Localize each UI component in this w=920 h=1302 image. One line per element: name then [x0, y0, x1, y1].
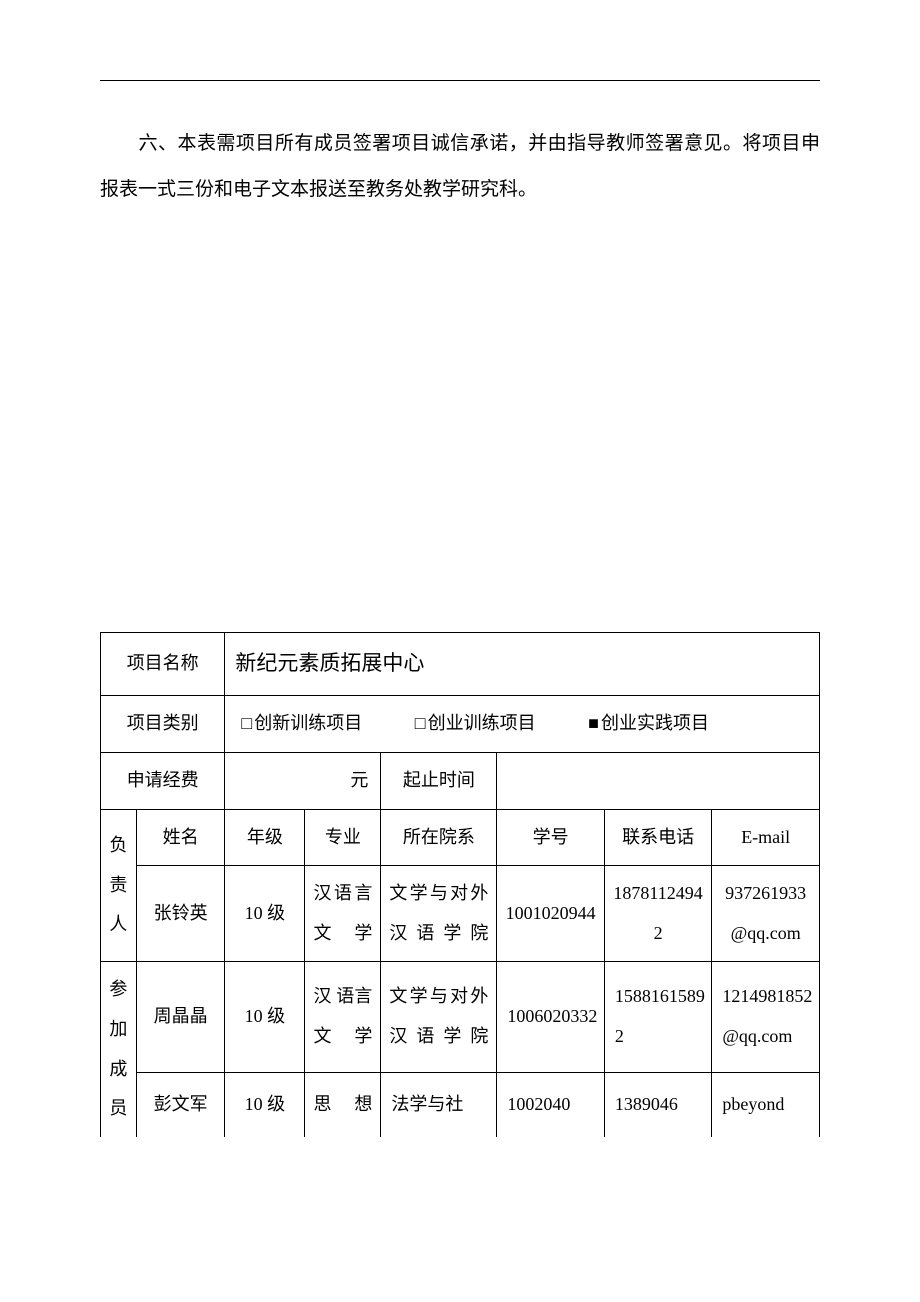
header-sid: 学号 — [497, 809, 605, 866]
header-phone: 联系电话 — [604, 809, 712, 866]
label-project-name: 项目名称 — [101, 633, 225, 696]
category-option-3: 创业实践项目 — [588, 704, 709, 744]
member-sid: 1002040 — [497, 1072, 605, 1136]
leader-sid: 1001020944 — [497, 866, 605, 962]
member-phone: 15881615892 — [604, 962, 712, 1072]
table-row: 参加成员 周晶晶 10 级 汉 语言 文学 文学与对外汉语学院 10060203… — [101, 962, 820, 1072]
member-email: pbeyond — [712, 1072, 820, 1136]
header-dept: 所在院系 — [381, 809, 497, 866]
category-option-2: 创业训练项目 — [415, 704, 536, 744]
header-name: 姓名 — [136, 809, 225, 866]
paragraph-text: 六、本表需项目所有成员签署项目诚信承诺，并由指导教师签署意见。将项目申报表一式三… — [100, 133, 820, 200]
value-period — [497, 752, 820, 809]
member-sid: 1006020332 — [497, 962, 605, 1072]
header-grade: 年级 — [225, 809, 305, 866]
category-option-1: 创新训练项目 — [241, 704, 362, 744]
member-name: 彭文军 — [136, 1072, 225, 1136]
leader-grade: 10 级 — [225, 866, 305, 962]
leader-phone: 18781124942 — [604, 866, 712, 962]
leader-major: 汉语言文学 — [305, 866, 381, 962]
application-table: 项目名称 新纪元素质拓展中心 项目类别 创新训练项目 创业训练项目 创业实践项目… — [100, 632, 820, 1137]
member-grade: 10 级 — [225, 962, 305, 1072]
leader-dept: 文学与对外汉语学院 — [381, 866, 497, 962]
member-phone: 1389046 — [604, 1072, 712, 1136]
horizontal-rule — [100, 80, 820, 81]
table-row: 张铃英 10 级 汉语言文学 文学与对外汉语学院 1001020944 1878… — [101, 866, 820, 962]
group-members: 参加成员 — [101, 962, 137, 1137]
category-options: 创新训练项目 创业训练项目 创业实践项目 — [225, 696, 820, 753]
member-name: 周晶晶 — [136, 962, 225, 1072]
leader-email: 937261933@qq.com — [712, 866, 820, 962]
member-grade: 10 级 — [225, 1072, 305, 1136]
member-major: 汉 语言 文学 — [305, 962, 381, 1072]
member-dept: 法学与社 — [381, 1072, 497, 1136]
header-email: E-mail — [712, 809, 820, 866]
value-fund: 元 — [225, 752, 381, 809]
member-major: 思 想 — [305, 1072, 381, 1136]
value-project-name: 新纪元素质拓展中心 — [225, 633, 820, 696]
paragraph-six: 六、本表需项目所有成员签署项目诚信承诺，并由指导教师签署意见。将项目申报表一式三… — [100, 121, 820, 212]
member-dept: 文学与对外汉语学院 — [381, 962, 497, 1072]
label-project-category: 项目类别 — [101, 696, 225, 753]
leader-name: 张铃英 — [136, 866, 225, 962]
label-apply-fund: 申请经费 — [101, 752, 225, 809]
member-email: 1214981852@qq.com — [712, 962, 820, 1072]
label-period: 起止时间 — [381, 752, 497, 809]
group-leader: 负责人 — [101, 809, 137, 962]
table-row: 彭文军 10 级 思 想 法学与社 1002040 1389046 pbeyon… — [101, 1072, 820, 1136]
header-major: 专业 — [305, 809, 381, 866]
